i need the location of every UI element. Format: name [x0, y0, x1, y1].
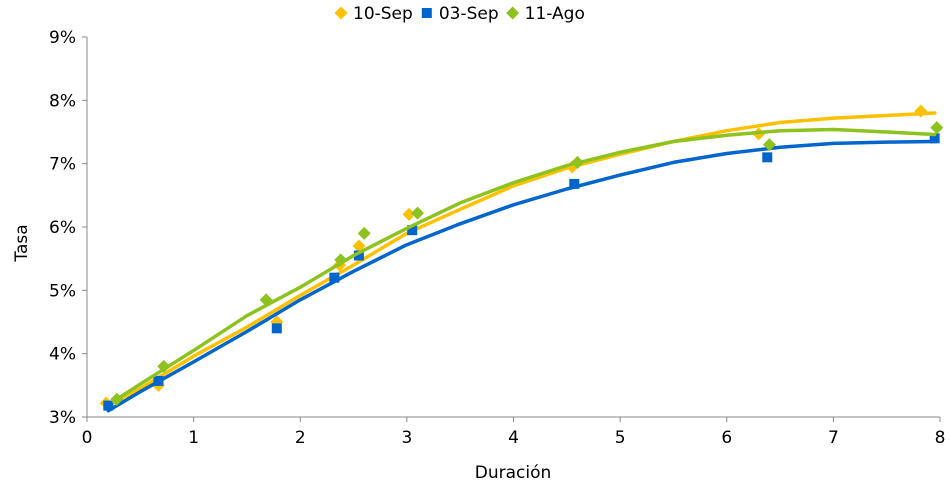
x-tick-label: 5 — [615, 428, 626, 448]
data-point — [103, 401, 113, 411]
x-tick-label: 2 — [295, 428, 306, 448]
data-point — [411, 207, 424, 220]
x-tick-label: 0 — [82, 428, 93, 448]
y-tick-label: 5% — [49, 281, 76, 301]
series-2 — [110, 121, 943, 406]
series-1 — [103, 133, 939, 410]
data-point — [930, 121, 943, 134]
data-point — [569, 179, 579, 189]
series-line — [108, 113, 934, 406]
legend-label: 10-Sep — [353, 4, 413, 24]
x-tick-label: 7 — [828, 428, 839, 448]
data-point — [762, 152, 772, 162]
x-tick-label: 1 — [188, 428, 199, 448]
y-ticks: 3% 4% 5% 6% 7% 8% 9% — [49, 28, 87, 428]
legend-label: 03-Sep — [439, 4, 499, 24]
y-tick-label: 3% — [49, 408, 76, 428]
x-axis-title: Duración — [475, 463, 552, 483]
y-tick-label: 4% — [49, 345, 76, 365]
x-tick-label: 8 — [935, 428, 946, 448]
x-tick-label: 4 — [508, 428, 519, 448]
y-tick-label: 8% — [49, 91, 76, 111]
axes: 0 1 2 3 4 5 6 7 8 3% 4% 5% 6% 7% 8% 9% Duración Tasa — [12, 28, 945, 483]
y-axis-title: Tasa — [12, 224, 32, 262]
legend: 10-Sep 03-Sep 11-Ago — [335, 4, 585, 24]
x-ticks: 0 1 2 3 4 5 6 7 8 — [82, 417, 946, 448]
legend-marker — [506, 7, 519, 20]
data-point — [272, 323, 282, 333]
data-point — [329, 273, 339, 283]
data-point — [153, 376, 163, 386]
plot-area — [100, 105, 944, 411]
x-tick-label: 3 — [401, 428, 412, 448]
y-tick-label: 7% — [49, 155, 76, 175]
data-point — [358, 227, 371, 240]
y-tick-label: 6% — [49, 218, 76, 238]
series-0 — [100, 105, 935, 410]
legend-label: 11-Ago — [525, 4, 585, 24]
legend-marker — [335, 7, 348, 20]
x-tick-label: 6 — [721, 428, 732, 448]
legend-marker — [422, 8, 432, 18]
series-line — [114, 130, 935, 402]
y-tick-label: 9% — [49, 28, 76, 48]
